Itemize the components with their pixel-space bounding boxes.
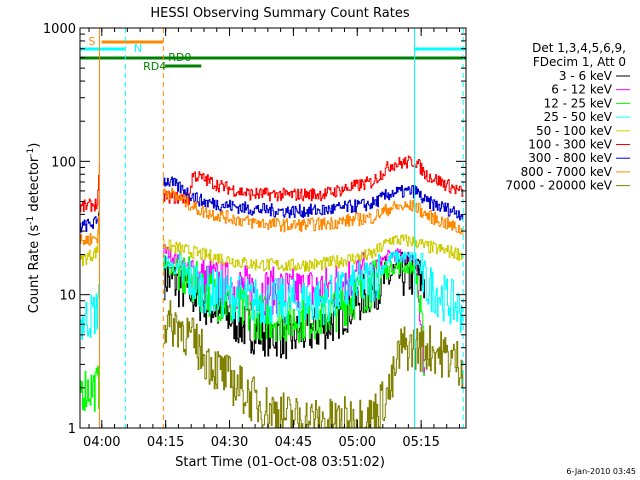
x-axis-label: Start Time (01-Oct-08 03:51:02) [175, 455, 385, 470]
series-12-25-kev [80, 250, 425, 412]
series-line [163, 234, 464, 272]
y-tick-label: 1 [68, 422, 76, 437]
y-tick-label: 10 [59, 289, 76, 304]
series-3-6-kev [164, 251, 425, 360]
n-label: N [134, 42, 142, 55]
x-tick-label: 05:00 [339, 435, 376, 450]
x-tick-label: 04:00 [83, 435, 120, 450]
series-50-100-kev [80, 193, 464, 272]
rd4-label: RD4 [143, 60, 166, 73]
footer-date: 6-Jan-2010 03:45 [566, 467, 636, 476]
series-line [163, 155, 464, 205]
x-tick-label: 04:30 [211, 435, 248, 450]
series-line [164, 251, 425, 360]
legend-entry: 50 - 100 keV [536, 124, 613, 138]
series-800-7000-kev [80, 187, 464, 246]
legend-entry: 3 - 6 keV [559, 69, 613, 83]
chart-title: HESSI Observing Summary Count Rates [150, 6, 409, 21]
y-tick-label: 1000 [43, 22, 76, 37]
series-line [163, 176, 464, 221]
legend-entry: 100 - 300 keV [528, 138, 612, 152]
legend: Det 1,3,4,5,6,9,FDecim 1, Att 03 - 6 keV… [505, 41, 630, 193]
x-tick-label: 04:45 [275, 435, 312, 450]
y-axis-label: Count Rate (s-1 detector-1) [26, 143, 42, 314]
series-line [80, 214, 100, 246]
series-line [80, 164, 100, 212]
series-line [80, 199, 100, 233]
legend-entry: 800 - 7000 keV [521, 165, 613, 179]
series-25-50-kev [80, 250, 464, 340]
plot-frame [79, 27, 467, 429]
legend-entry: 25 - 50 keV [544, 110, 613, 124]
series-line [163, 187, 464, 236]
legend-header: Det 1,3,4,5,6,9, [532, 41, 626, 55]
series-line [163, 250, 464, 333]
y-tick-label: 100 [51, 155, 76, 170]
x-tick-label: 05:15 [402, 435, 439, 450]
legend-entry: 6 - 12 keV [551, 83, 613, 97]
series-line [80, 193, 100, 267]
rd0-label: RD0 [168, 51, 191, 64]
axes: 04:00 04:15 04:30 04:45 05:00 05:15 1 10 100 1000 [43, 22, 467, 450]
s-label: S [88, 35, 95, 48]
series-300-800-kev [80, 176, 464, 233]
y-label-exponent-2: -1 [26, 148, 36, 157]
x-tick-label: 04:15 [147, 435, 184, 450]
series-line [80, 365, 100, 412]
y-label-part-1: Count Rate (s [27, 225, 42, 314]
legend-entry: 12 - 25 keV [544, 96, 613, 110]
legend-entry: 7000 - 20000 keV [505, 179, 612, 193]
legend-header: FDecim 1, Att 0 [533, 55, 626, 69]
y-label-exponent-1: -1 [26, 216, 36, 225]
series-100-300-kev [80, 155, 464, 212]
series-line [80, 257, 100, 340]
legend-entry: 300 - 800 keV [528, 151, 612, 165]
y-label-part-2: detector [27, 156, 42, 216]
y-label-part-3: ) [27, 143, 42, 148]
